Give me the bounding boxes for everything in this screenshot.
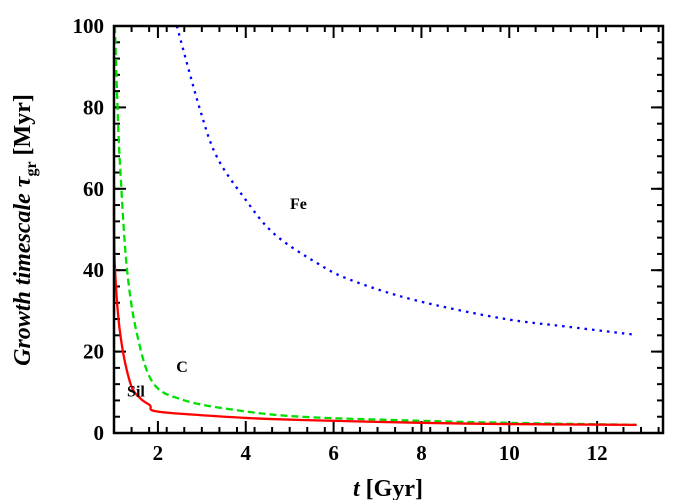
- axis-ticks: 2 4 6 8 10 12 0 20 40 60 80 100: [73, 14, 663, 465]
- curve-labels: Fe C Sil: [127, 196, 307, 400]
- series-line-sil: [112, 205, 637, 427]
- y-tick-label: 60: [83, 177, 104, 201]
- series-line-c: [113, 25, 637, 427]
- curves: [112, 25, 637, 427]
- x-tick-label: 8: [416, 441, 427, 465]
- y-tick-label: 80: [83, 95, 104, 119]
- y-tick-label: 100: [73, 14, 105, 38]
- y-tick-label: 40: [83, 258, 104, 282]
- x-tick-label: 12: [587, 441, 608, 465]
- plot-frame: [112, 24, 665, 435]
- series-label-sil: Sil: [127, 383, 145, 400]
- x-tick-label: 6: [328, 441, 339, 465]
- y-axis-title: Growth timescale τgr [Myr]: [10, 94, 40, 366]
- x-axis-title: t [Gyr]: [353, 476, 423, 500]
- series-line-fe: [175, 25, 637, 337]
- x-tick-label: 10: [499, 441, 520, 465]
- y-tick-label: 20: [83, 340, 104, 364]
- x-tick-label: 4: [241, 441, 252, 465]
- y-tick-label: 0: [94, 421, 105, 445]
- series-label-fe: Fe: [290, 196, 307, 213]
- x-tick-label: 2: [153, 441, 164, 465]
- series-label-c: C: [176, 359, 188, 376]
